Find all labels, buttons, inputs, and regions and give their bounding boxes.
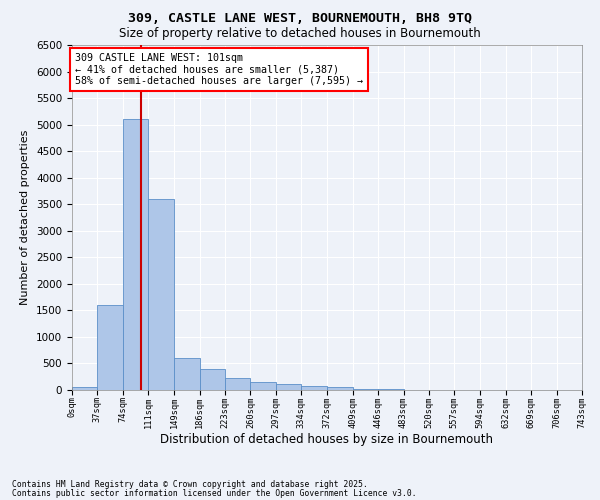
Text: Size of property relative to detached houses in Bournemouth: Size of property relative to detached ho… xyxy=(119,28,481,40)
Text: Contains public sector information licensed under the Open Government Licence v3: Contains public sector information licen… xyxy=(12,488,416,498)
Bar xyxy=(174,358,200,390)
Text: Contains HM Land Registry data © Crown copyright and database right 2025.: Contains HM Land Registry data © Crown c… xyxy=(12,480,368,489)
Bar xyxy=(378,389,404,390)
Bar xyxy=(148,199,174,390)
Bar xyxy=(225,378,250,390)
Bar xyxy=(72,388,97,390)
Text: 309 CASTLE LANE WEST: 101sqm
← 41% of detached houses are smaller (5,387)
58% of: 309 CASTLE LANE WEST: 101sqm ← 41% of de… xyxy=(76,53,364,86)
Y-axis label: Number of detached properties: Number of detached properties xyxy=(20,130,31,305)
X-axis label: Distribution of detached houses by size in Bournemouth: Distribution of detached houses by size … xyxy=(161,434,493,446)
Bar xyxy=(97,305,123,390)
Text: 309, CASTLE LANE WEST, BOURNEMOUTH, BH8 9TQ: 309, CASTLE LANE WEST, BOURNEMOUTH, BH8 … xyxy=(128,12,472,26)
Bar xyxy=(353,388,378,390)
Bar xyxy=(328,388,353,390)
Bar xyxy=(250,382,276,390)
Bar xyxy=(301,386,328,390)
Bar xyxy=(123,120,148,390)
Bar xyxy=(276,384,301,390)
Bar xyxy=(200,370,225,390)
